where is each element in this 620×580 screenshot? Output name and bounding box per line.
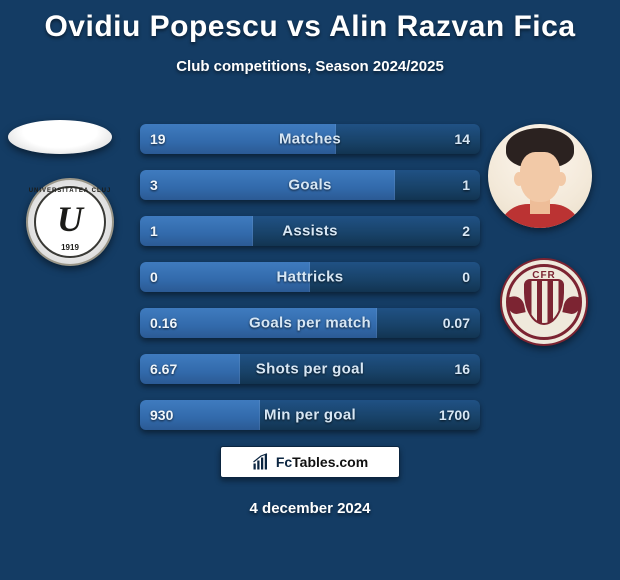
stat-value-right: 1700: [439, 407, 470, 423]
crest-left-year: 1919: [28, 243, 112, 252]
stat-value-right: 0: [462, 269, 470, 285]
stat-label: Matches: [140, 131, 480, 148]
stat-value-right: 2: [462, 223, 470, 239]
subtitle: Club competitions, Season 2024/2025: [0, 58, 620, 75]
stat-value-right: 1: [462, 177, 470, 193]
stat-label: Goals: [140, 177, 480, 194]
stat-value-left: 19: [150, 131, 166, 147]
stat-value-left: 1: [150, 223, 158, 239]
comparison-bars: Matches1914Goals31Assists12Hattricks00Go…: [140, 124, 480, 446]
stat-value-right: 16: [454, 361, 470, 377]
stat-row: Goals per match0.16 0.07: [140, 308, 480, 338]
brand-badge: FcTables.com: [220, 446, 400, 478]
stat-row: Hattricks0 0: [140, 262, 480, 292]
player-left-crest: UNIVERSITATEA CLUJ U 1919: [26, 178, 114, 266]
stat-value-right: 14: [454, 131, 470, 147]
stat-row: Assists1 2: [140, 216, 480, 246]
stat-row: Min per goal930 1700: [140, 400, 480, 430]
stat-row: Shots per goal6.67 16: [140, 354, 480, 384]
stat-value-left: 0: [150, 269, 158, 285]
stat-label: Goals per match: [140, 315, 480, 332]
stat-label: Assists: [140, 223, 480, 240]
stat-value-left: 6.67: [150, 361, 177, 377]
player-right-avatar: [488, 124, 592, 228]
stat-label: Hattricks: [140, 269, 480, 286]
player-left-avatar: [8, 120, 112, 154]
stat-label: Min per goal: [140, 407, 480, 424]
player-right-crest: CFR: [500, 258, 588, 346]
stat-row: Matches19 14: [140, 124, 480, 154]
stat-row: Goals3 1: [140, 170, 480, 200]
stat-value-left: 3: [150, 177, 158, 193]
brand-text: Tables.com: [292, 454, 368, 470]
stat-value-left: 0.16: [150, 315, 177, 331]
stat-value-right: 0.07: [443, 315, 470, 331]
page-title: Ovidiu Popescu vs Alin Razvan Fica: [0, 0, 620, 44]
crest-left-letter: U: [57, 198, 83, 240]
stat-label: Shots per goal: [140, 361, 480, 378]
stat-value-left: 930: [150, 407, 173, 423]
crest-left-arc: UNIVERSITATEA CLUJ: [28, 188, 112, 194]
chart-icon: [252, 453, 270, 471]
date-text: 4 december 2024: [0, 500, 620, 517]
